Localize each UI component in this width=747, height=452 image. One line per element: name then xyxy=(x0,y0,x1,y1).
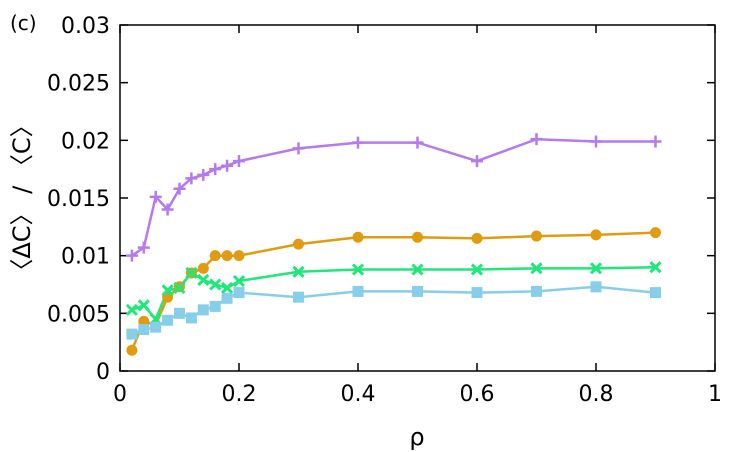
data-point-circle xyxy=(471,232,483,244)
data-point-circle xyxy=(126,344,138,356)
data-point-square xyxy=(174,307,185,319)
data-point-square xyxy=(138,323,150,335)
x-tick-label: 0 xyxy=(113,382,127,407)
y-tick-label: 0.025 xyxy=(47,72,110,97)
data-point-plus xyxy=(137,241,150,254)
data-point-cross xyxy=(137,299,150,312)
data-point-plus xyxy=(125,249,138,262)
axis-ticks: 0 0.2 0.4 0.6 0.8 1 0 0.005 0.01 0.015 0.02 0.025 0.… xyxy=(47,14,722,407)
data-point-square xyxy=(590,281,602,293)
data-point-plus xyxy=(161,203,174,216)
data-point-square xyxy=(126,328,138,340)
y-tick-label: 0.01 xyxy=(61,245,110,270)
data-point-square xyxy=(293,291,304,303)
data-point-cross xyxy=(470,263,484,276)
data-point-square xyxy=(162,314,174,326)
data-point-square xyxy=(221,292,233,304)
y-tick-label: 0.03 xyxy=(61,14,110,39)
data-point-cross xyxy=(221,281,234,295)
plot-frame xyxy=(119,24,716,372)
y-tick-label: 0 xyxy=(96,360,110,385)
data-point-circle xyxy=(531,230,542,242)
data-point-plus xyxy=(197,168,210,181)
data-point-plus xyxy=(471,155,483,168)
data-point-plus xyxy=(352,136,364,149)
data-point-square xyxy=(352,285,364,297)
data-point-plus xyxy=(185,172,198,185)
data-point-plus xyxy=(530,133,543,146)
data-point-plus xyxy=(233,155,245,168)
data-point-cross xyxy=(161,284,174,297)
data-point-circle xyxy=(352,231,364,243)
data-point-square xyxy=(412,285,423,297)
data-point-cross xyxy=(589,262,603,275)
data-point-circle xyxy=(650,227,661,239)
data-point-plus xyxy=(649,135,662,148)
x-tick-label: 0.6 xyxy=(460,382,495,407)
data-point-circle xyxy=(293,238,304,250)
data-point-square xyxy=(209,300,221,312)
panel-label: (c) xyxy=(10,11,37,35)
data-point-plus xyxy=(590,135,602,148)
data-point-square xyxy=(185,312,197,324)
data-point-cross xyxy=(292,265,305,278)
data-point-cross xyxy=(209,278,222,291)
data-point-plus xyxy=(292,142,305,155)
data-point-plus xyxy=(173,182,186,195)
data-point-cross xyxy=(649,261,662,274)
data-point-plus xyxy=(149,190,162,203)
data-point-square xyxy=(197,304,209,316)
data-point-plus xyxy=(411,136,424,149)
data-point-circle xyxy=(412,231,423,243)
data-point-circle xyxy=(197,262,209,274)
y-axis-label: 〈ΔC〉 / 〈C〉 xyxy=(8,113,36,282)
x-tick-label: 0.8 xyxy=(579,382,614,407)
x-axis-label: ρ xyxy=(409,423,424,451)
y-tick-label: 0.02 xyxy=(61,129,110,154)
y-tick-label: 0.005 xyxy=(47,302,110,327)
data-point-circle xyxy=(233,250,245,262)
data-point-cross xyxy=(411,263,424,276)
data-point-square xyxy=(650,287,661,299)
x-tick-label: 0.2 xyxy=(222,382,257,407)
data-point-cross xyxy=(351,263,365,276)
data-point-cross xyxy=(197,273,210,286)
series-lines xyxy=(130,137,656,351)
data-point-square xyxy=(233,287,245,299)
data-point-square xyxy=(471,287,483,299)
x-tick-label: 0.4 xyxy=(341,382,376,407)
data-point-plus xyxy=(209,163,222,176)
data-point-cross xyxy=(173,281,186,295)
data-point-circle xyxy=(209,250,221,262)
data-point-cross xyxy=(125,303,138,316)
data-point-square xyxy=(531,285,542,297)
data-point-cross xyxy=(530,262,543,275)
data-point-cross xyxy=(232,274,246,288)
data-point-circle xyxy=(221,250,233,262)
data-point-cross xyxy=(185,266,198,280)
y-tick-label: 0.015 xyxy=(47,187,110,212)
data-point-plus xyxy=(221,159,234,172)
data-point-square xyxy=(150,321,162,333)
series-markers xyxy=(125,133,662,356)
data-point-circle xyxy=(590,229,602,241)
x-tick-label: 1 xyxy=(708,382,722,407)
